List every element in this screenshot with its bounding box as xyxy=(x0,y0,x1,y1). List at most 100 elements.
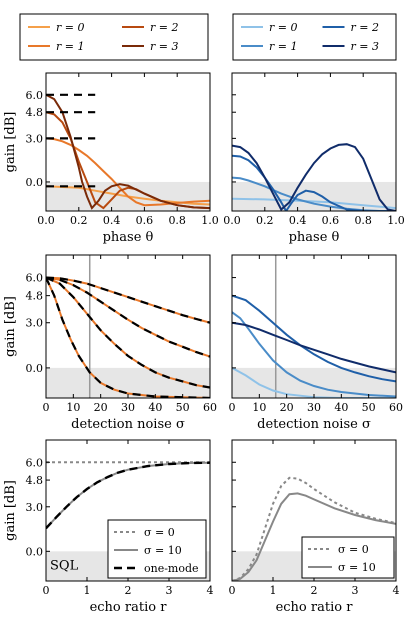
y-tick-label: 0.0 xyxy=(26,362,44,375)
series-line-2 xyxy=(232,154,396,211)
plot-legend-label: σ = 0 xyxy=(338,543,369,556)
x-tick-label: 20 xyxy=(94,401,108,414)
echo-gray-panel: 0 1 2 3 4 echo ratio r σ = 0 σ = 10 xyxy=(229,439,400,615)
x-tick-label: 1.0 xyxy=(201,214,219,227)
one-mode-dashed-0 xyxy=(46,277,210,398)
series-line-2 xyxy=(46,461,210,530)
y-tick-label: 6.0 xyxy=(26,272,44,285)
plot-area xyxy=(46,276,210,398)
x-tick-label: 0 xyxy=(229,401,236,414)
series-line-3 xyxy=(232,321,396,374)
plot-legend-label: σ = 0 xyxy=(144,526,175,539)
x-tick-label: 0.6 xyxy=(136,214,154,227)
x-tick-label: 0.6 xyxy=(322,214,340,227)
legend-layer: r = 0 r = 1 r = 2 r = 3 r = 0 r = 1 r = 2 r = 3 xyxy=(19,13,397,61)
phase-orange-panel: 0.0 0.2 0.4 0.6 0.8 1.0 0.0 3.0 4.8 6.0 phase θ gai… xyxy=(3,72,219,245)
x-tick-label: 40 xyxy=(334,401,348,414)
x-axis-label: echo ratio r xyxy=(276,600,354,615)
x-tick-label: 1 xyxy=(270,584,277,597)
legend-orange: r = 0 r = 1 r = 2 r = 3 xyxy=(19,13,209,61)
legend-label: r = 0 xyxy=(269,21,297,34)
axes-frame xyxy=(231,72,397,212)
x-tick-label: 30 xyxy=(307,401,321,414)
x-tick-label: 0.2 xyxy=(70,214,88,227)
x-tick-label: 2 xyxy=(125,584,132,597)
series-line-2 xyxy=(46,276,210,358)
x-tick-label: 0.4 xyxy=(289,214,307,227)
series-line-0 xyxy=(232,476,396,581)
sql-region xyxy=(232,367,396,398)
plot-legend: σ = 0 σ = 10 xyxy=(301,536,395,579)
legend-label: r = 0 xyxy=(56,21,84,34)
x-tick-label: 0.8 xyxy=(354,214,372,227)
x-tick-label: 60 xyxy=(389,401,403,414)
x-tick-label: 0.8 xyxy=(168,214,186,227)
y-axis-label: gain [dB] xyxy=(3,112,18,173)
legend-label: r = 2 xyxy=(351,21,379,34)
sql-label: SQL xyxy=(50,558,79,573)
plot-area xyxy=(232,476,396,581)
x-axis-label: detection noise σ xyxy=(71,417,185,432)
x-tick-label: 1.0 xyxy=(387,214,405,227)
series-line-2 xyxy=(232,294,396,383)
x-axis-label: phase θ xyxy=(289,230,340,245)
legend-label: r = 3 xyxy=(150,40,178,53)
x-tick-label: 40 xyxy=(148,401,162,414)
legend-label: r = 1 xyxy=(269,40,297,53)
axes-frame xyxy=(45,72,211,212)
noise-orange-panel: 0 10 20 30 40 50 60 0.0 3.0 4.8 6.0 detection noise… xyxy=(3,254,217,432)
x-tick-label: 10 xyxy=(66,401,80,414)
y-axis-label: gain [dB] xyxy=(3,480,18,541)
plot-legend-label: σ = 10 xyxy=(144,544,182,557)
plot-legend-frame xyxy=(301,536,395,579)
series-line-1 xyxy=(232,311,396,398)
y-tick-label: 3.0 xyxy=(26,132,44,145)
x-tick-label: 4 xyxy=(393,584,400,597)
plot-area xyxy=(46,93,210,210)
y-tick-label: 0.0 xyxy=(26,545,44,558)
x-tick-label: 10 xyxy=(252,401,266,414)
x-axis-label: detection noise σ xyxy=(257,417,371,432)
legend-frame xyxy=(19,13,209,61)
x-tick-label: 0 xyxy=(229,584,236,597)
one-mode-dashed-3 xyxy=(46,276,210,324)
x-axis-label: phase θ xyxy=(103,230,154,245)
x-tick-label: 3 xyxy=(352,584,359,597)
plot-legend: σ = 0 σ = 10 one-mode xyxy=(107,519,207,579)
x-tick-label: 3 xyxy=(166,584,173,597)
y-tick-label: 4.8 xyxy=(26,106,44,119)
series-line-1 xyxy=(46,461,210,529)
plot-area xyxy=(46,461,210,530)
x-tick-label: 30 xyxy=(121,401,135,414)
series-line-0 xyxy=(232,197,396,210)
plot-legend-label: one-mode xyxy=(144,562,199,575)
series-line-1 xyxy=(232,492,396,581)
x-axis-label: echo ratio r xyxy=(90,600,168,615)
y-tick-label: 4.8 xyxy=(26,290,44,303)
plot-area xyxy=(232,143,396,211)
x-tick-label: 50 xyxy=(362,401,376,414)
series-line-1 xyxy=(46,137,210,207)
x-tick-label: 0 xyxy=(43,584,50,597)
legend-label: r = 1 xyxy=(56,40,84,53)
panels-layer: 0.0 0.2 0.4 0.6 0.8 1.0 0.0 3.0 4.8 6.0 phase θ gai… xyxy=(3,72,405,615)
legend-label: r = 3 xyxy=(351,40,379,53)
y-tick-label: 3.0 xyxy=(26,317,44,330)
phase-blue-panel: 0.0 0.2 0.4 0.6 0.8 1.0 phase θ xyxy=(223,72,405,245)
y-tick-label: 4.8 xyxy=(26,474,44,487)
legend-frame xyxy=(232,13,397,61)
y-tick-label: 3.0 xyxy=(26,501,44,514)
x-tick-label: 4 xyxy=(207,584,214,597)
noise-blue-panel: 0 10 20 30 40 50 60 detection noise σ xyxy=(229,254,403,432)
one-mode-dashed-2 xyxy=(46,276,210,358)
series-line-3 xyxy=(232,143,396,211)
x-tick-label: 0.0 xyxy=(223,214,241,227)
plot-legend-label: σ = 10 xyxy=(338,561,376,574)
one-mode-dashed-1 xyxy=(46,276,210,389)
x-tick-label: 0.2 xyxy=(256,214,274,227)
y-tick-label: 0.0 xyxy=(26,176,44,189)
y-tick-label: 6.0 xyxy=(26,89,44,102)
x-tick-label: 50 xyxy=(176,401,190,414)
